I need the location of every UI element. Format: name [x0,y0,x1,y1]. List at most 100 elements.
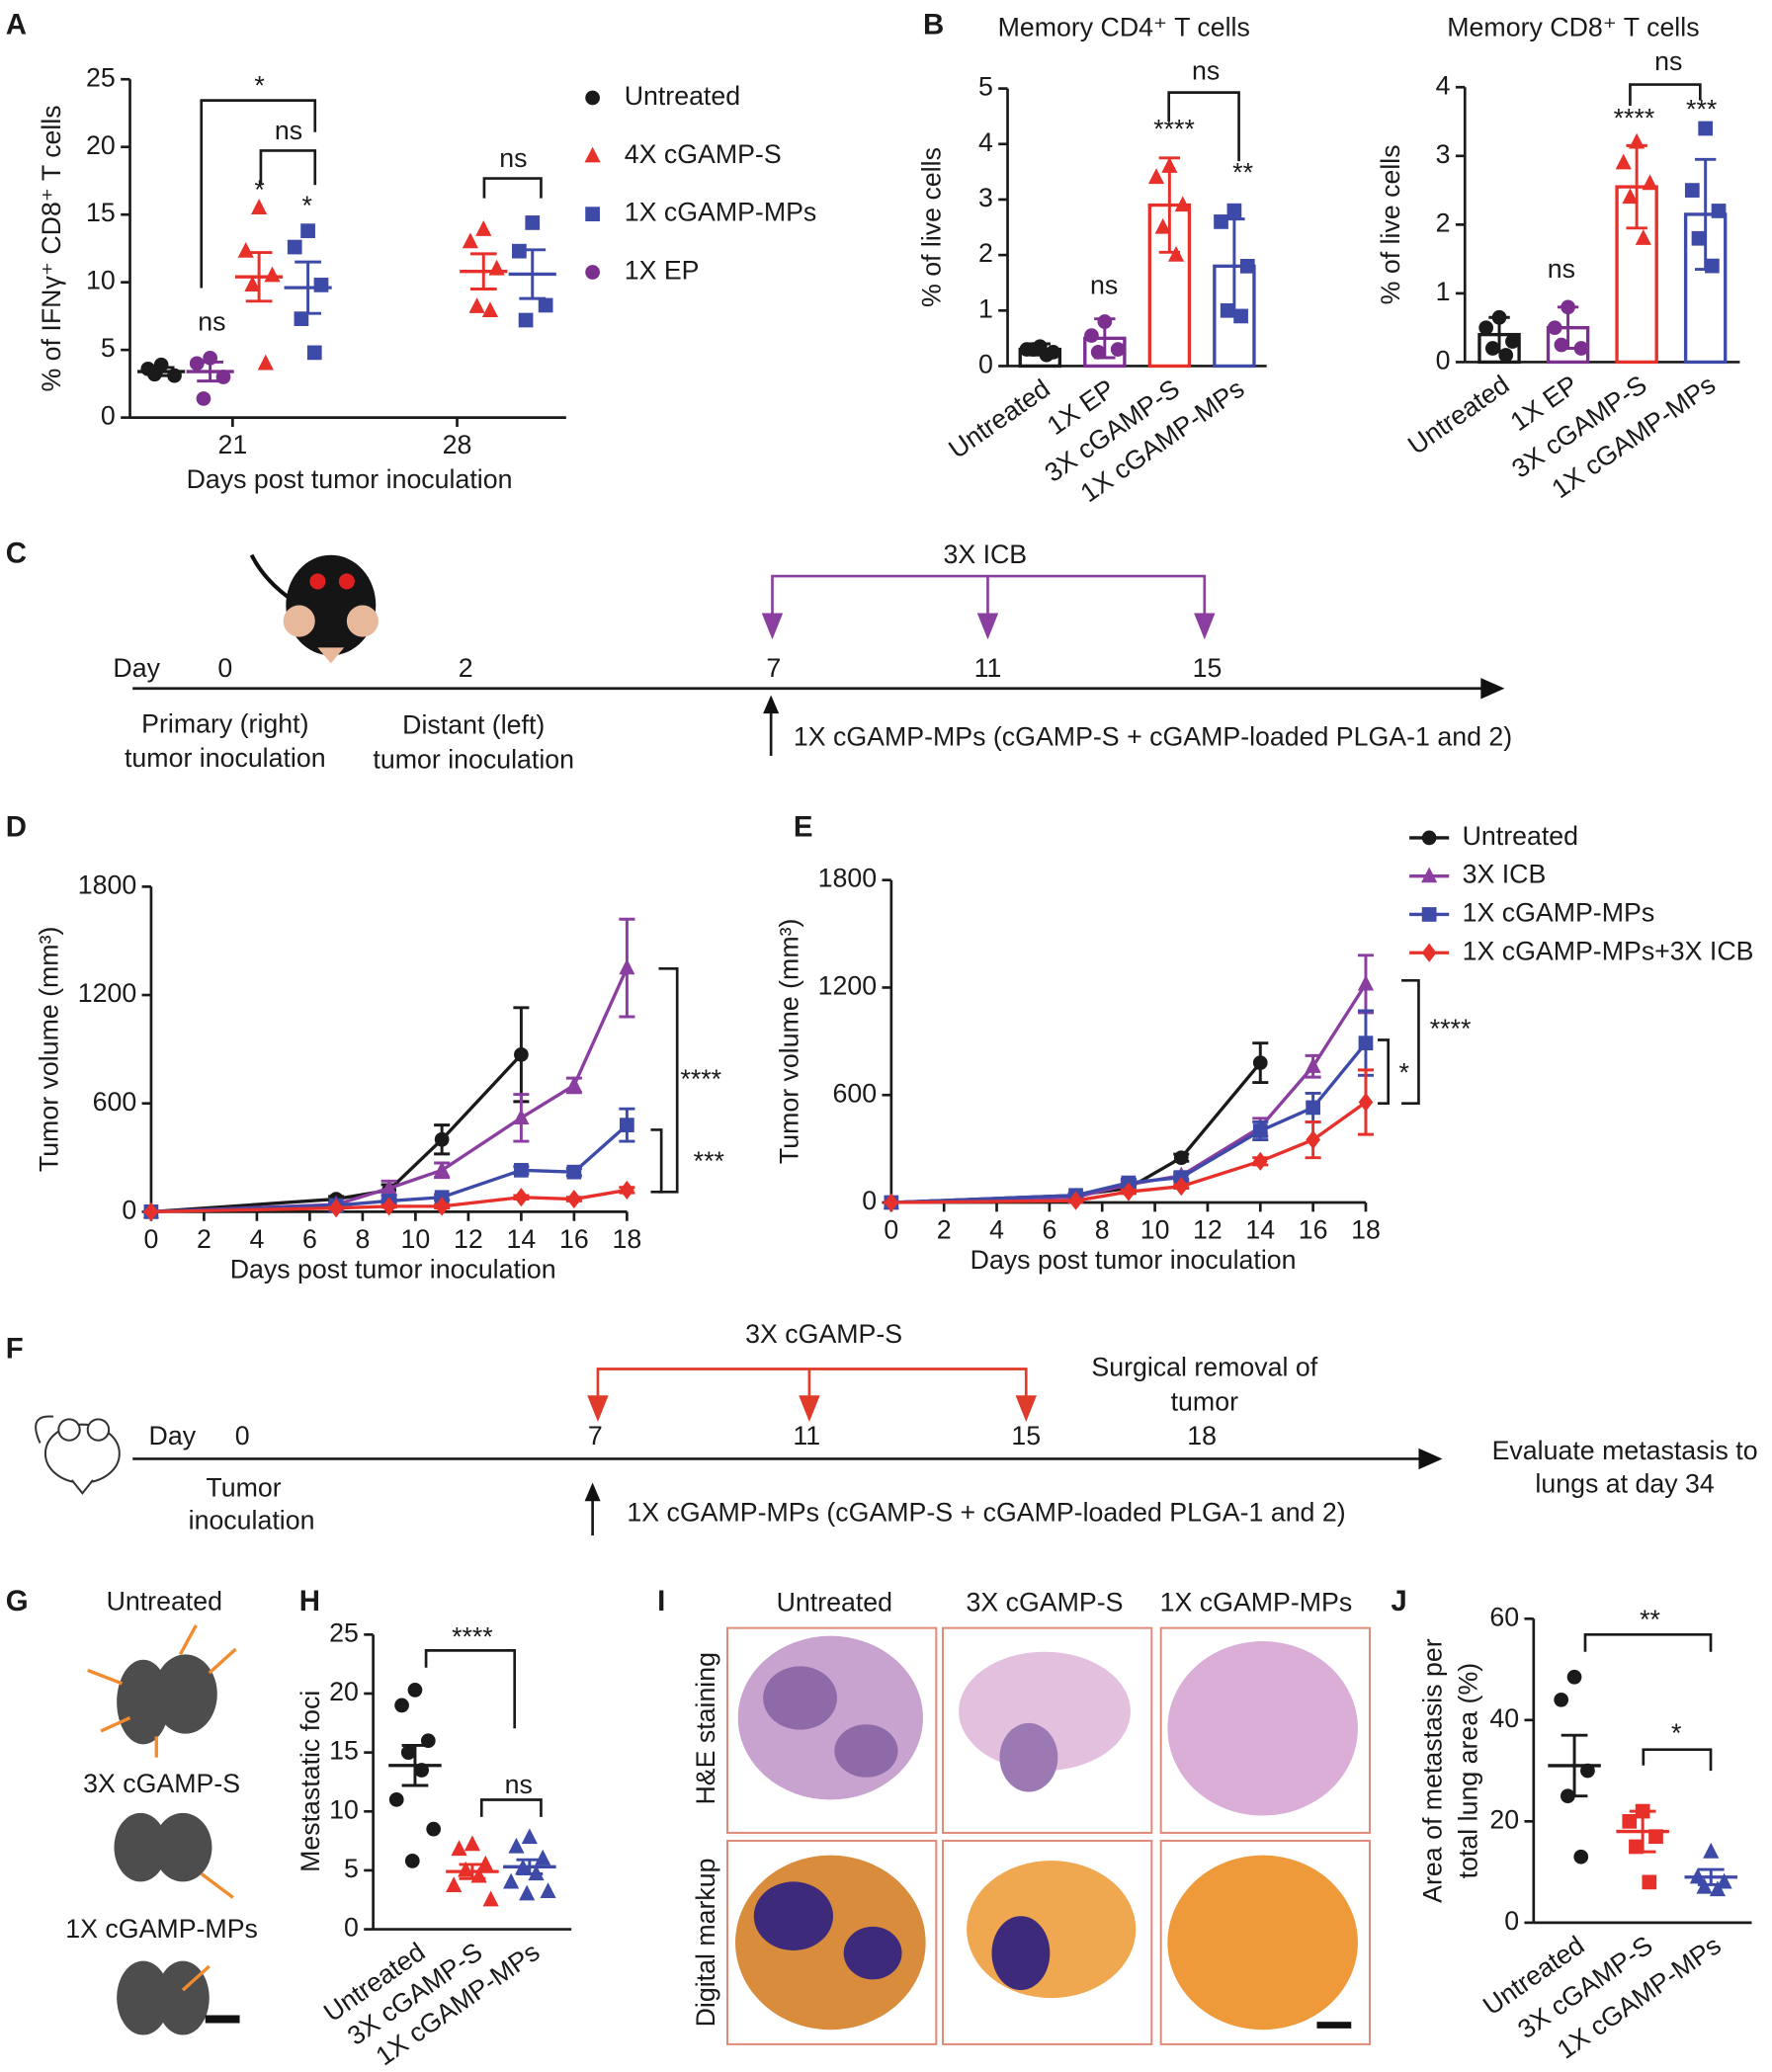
data-point [1622,1813,1638,1829]
significance-label: ns [1192,56,1220,86]
data-point [538,297,553,313]
data-point [426,1821,442,1837]
x-tick-label: 8 [1095,1214,1110,1244]
point-marker [1357,974,1375,991]
data-point [503,1872,520,1889]
panel-label: G [6,1585,29,1617]
point-marker [1252,1151,1268,1171]
x-tick-label: 14 [1245,1214,1275,1244]
day: 0 [217,653,232,683]
significance-label: ns [1548,254,1575,284]
mouse-icon [35,1415,121,1495]
data-point [458,1861,474,1877]
point-marker [1173,1177,1189,1197]
significance-label: **** [1614,104,1655,133]
point-marker [434,1131,450,1147]
treatment-label: 3X cGAMP-S [745,1319,902,1349]
data-point [196,391,211,406]
y-tick-label: 3 [1436,139,1451,169]
data-point [1491,309,1507,325]
group-label: 1X cGAMP-MPs [65,1914,258,1944]
row-label: H&E staining [691,1652,720,1805]
event: tumor inoculation [125,743,326,773]
error-bar [469,252,497,290]
arrowhead [1480,678,1505,700]
data-point [1635,229,1651,245]
day: 2 [459,653,473,683]
significance-label: *** [694,1146,724,1176]
data-point [264,266,281,283]
point-marker [1358,1092,1374,1113]
day-label: Day [149,1421,197,1450]
legend-marker [585,265,600,280]
significance-bracket [1401,978,1420,1106]
significance-label: ns [1654,46,1682,76]
panel-label: E [794,810,813,843]
panel-label: I [657,1585,665,1617]
data-point [1239,258,1255,274]
y-tick-label: 600 [93,1087,137,1117]
significance-label: *** [1686,94,1717,124]
legend-marker [1421,867,1438,883]
data-point [1635,1803,1650,1819]
legend-marker [1421,943,1437,962]
y-tick-label: 20 [1489,1804,1519,1834]
y-tick-label: 10 [86,266,116,295]
y-tick-label: 4 [1436,70,1451,100]
data-point [244,276,261,292]
x-tick-label: 21 [217,430,247,459]
x-tick-label: 4 [249,1224,264,1254]
significance-label: ** [1232,158,1253,188]
data-point [481,301,499,318]
data-point [1696,1877,1713,1894]
x-axis-label: Days post tumor inoculation [970,1245,1297,1275]
data-point [1642,174,1658,191]
data-point [1629,132,1645,149]
data-point [1478,320,1494,336]
metastasis-arrows [87,1624,237,1992]
data-point [518,312,534,328]
point-marker [1306,1100,1320,1116]
data-point [300,223,315,238]
significance-label: * [254,70,264,100]
data-point [420,1733,436,1749]
dosing: 1X cGAMP-MPs (cGAMP-S + cGAMP-loaded PLG… [627,1498,1345,1528]
event: inoculation [189,1506,315,1535]
y-axis-label: Mestastatic foci [295,1691,325,1872]
x-tick-label: 16 [1299,1214,1328,1244]
point-marker [619,958,635,975]
data-point [407,1683,423,1698]
y-tick-label: 15 [329,1736,359,1766]
data-point [1703,1842,1720,1859]
x-tick-label: 8 [355,1224,370,1254]
data-point [451,1840,467,1857]
arrowhead [1418,1448,1443,1470]
point-marker [434,1161,451,1177]
treatment-label: 3X ICB [943,539,1027,569]
data-point [1691,230,1707,246]
event: Tumor [206,1472,281,1502]
data-point [1561,1788,1575,1804]
data-point [1161,157,1178,173]
data-point [1573,341,1589,356]
data-point [464,1835,480,1852]
treatment-arrows [587,1368,1037,1423]
x-tick-label: 12 [454,1224,483,1254]
x-axis-label: Days post tumor inoculation [230,1255,556,1285]
point-marker [1358,1036,1374,1051]
point-marker [1252,1123,1268,1138]
significance-label: ** [1640,1605,1660,1634]
panel-label: A [6,9,27,41]
point-marker [1306,1129,1320,1150]
data-point [1566,1669,1582,1685]
dosing: 1X cGAMP-MPs (cGAMP-S + cGAMP-loaded PLG… [794,722,1512,752]
data-point [251,199,268,214]
y-tick-label: 0 [101,401,116,431]
legend-label: Untreated [625,81,740,111]
y-tick-label: 1800 [818,864,877,893]
data-point [477,1855,494,1871]
y-tick-label: 5 [101,333,116,363]
legend-marker [585,90,600,106]
event: lungs at day 34 [1535,1468,1714,1498]
panel-label: J [1391,1585,1406,1617]
